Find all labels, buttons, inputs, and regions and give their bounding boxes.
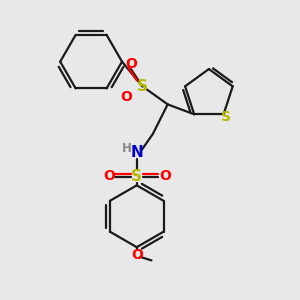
Text: S: S	[221, 110, 231, 124]
Text: O: O	[125, 57, 137, 71]
Text: S: S	[131, 169, 142, 184]
Text: O: O	[159, 169, 171, 184]
Text: N: N	[130, 146, 143, 160]
Text: S: S	[137, 79, 148, 94]
Text: O: O	[103, 169, 115, 184]
Text: O: O	[121, 90, 132, 104]
Text: O: O	[131, 248, 143, 262]
Text: H: H	[122, 142, 131, 155]
